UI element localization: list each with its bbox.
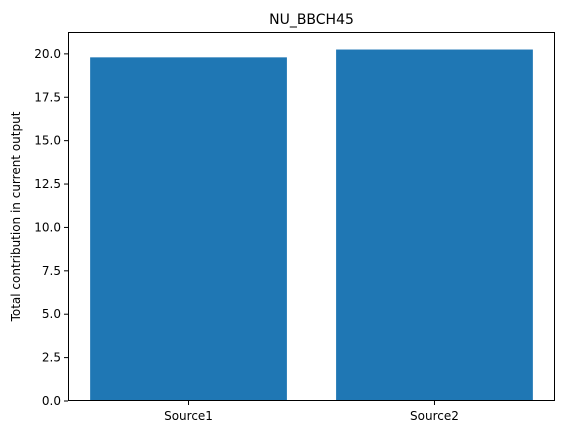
bar-source1 — [90, 57, 287, 401]
y-tick-label: 2.5 — [42, 351, 61, 365]
x-ticks-group: Source1 Source2 — [164, 401, 459, 423]
y-tick-label: 7.5 — [42, 264, 61, 278]
y-tick-label: 5.0 — [42, 307, 61, 321]
y-tick-label: 17.5 — [34, 90, 61, 104]
x-tick-label: Source2 — [410, 409, 459, 423]
bar-source2 — [336, 49, 533, 402]
y-tick-label: 15.0 — [34, 134, 61, 148]
chart-title: NU_BBCH45 — [269, 12, 354, 28]
y-axis-label: Total contribution in current output — [9, 111, 23, 322]
x-tick-label: Source1 — [164, 409, 213, 423]
y-tick-label: 10.0 — [34, 220, 61, 234]
y-tick-label: 12.5 — [34, 177, 61, 191]
axes-frame — [68, 32, 555, 401]
bars-group — [90, 49, 533, 402]
y-tick-label: 0.0 — [42, 394, 61, 408]
y-tick-label: 20.0 — [34, 47, 61, 61]
y-ticks-group: 0.0 2.5 5.0 7.5 10.0 12.5 15.0 17.5 20.0 — [34, 47, 68, 408]
